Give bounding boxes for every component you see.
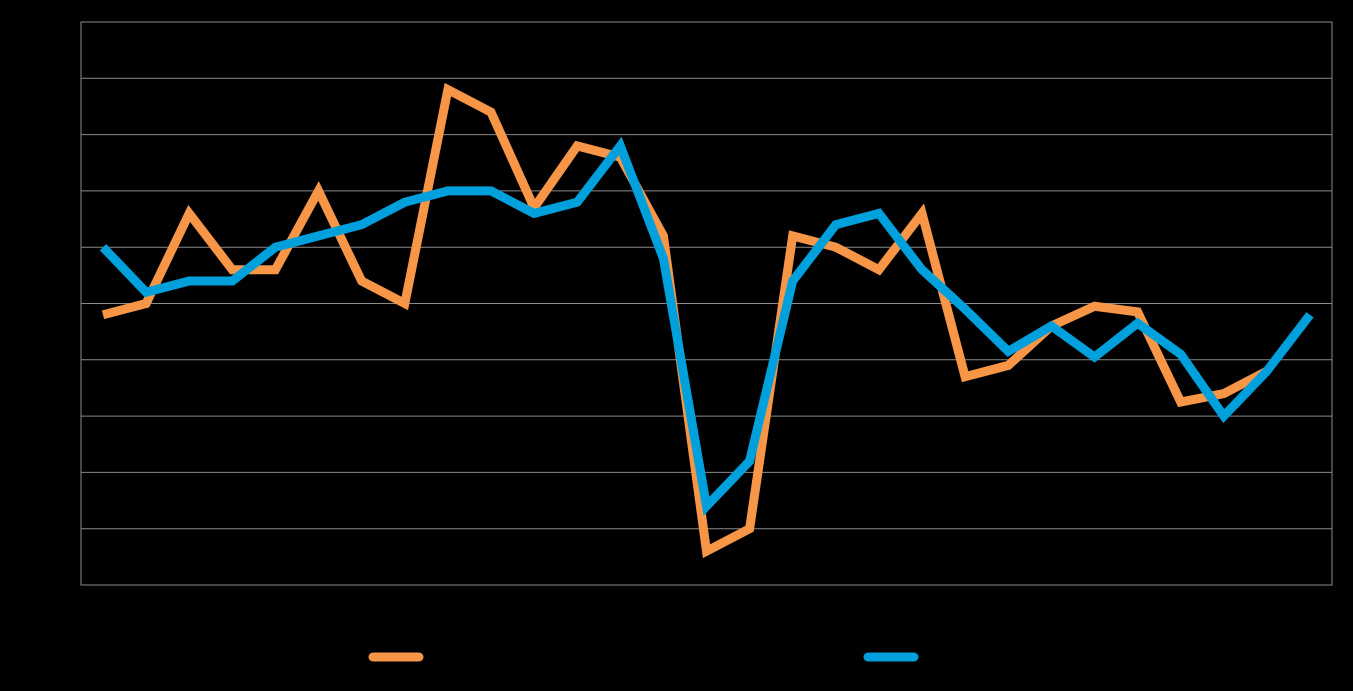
series-line-2 [99,136,1314,516]
gridlines [81,77,1332,530]
series-lines [99,82,1314,559]
plot-area-frame [80,21,1333,586]
